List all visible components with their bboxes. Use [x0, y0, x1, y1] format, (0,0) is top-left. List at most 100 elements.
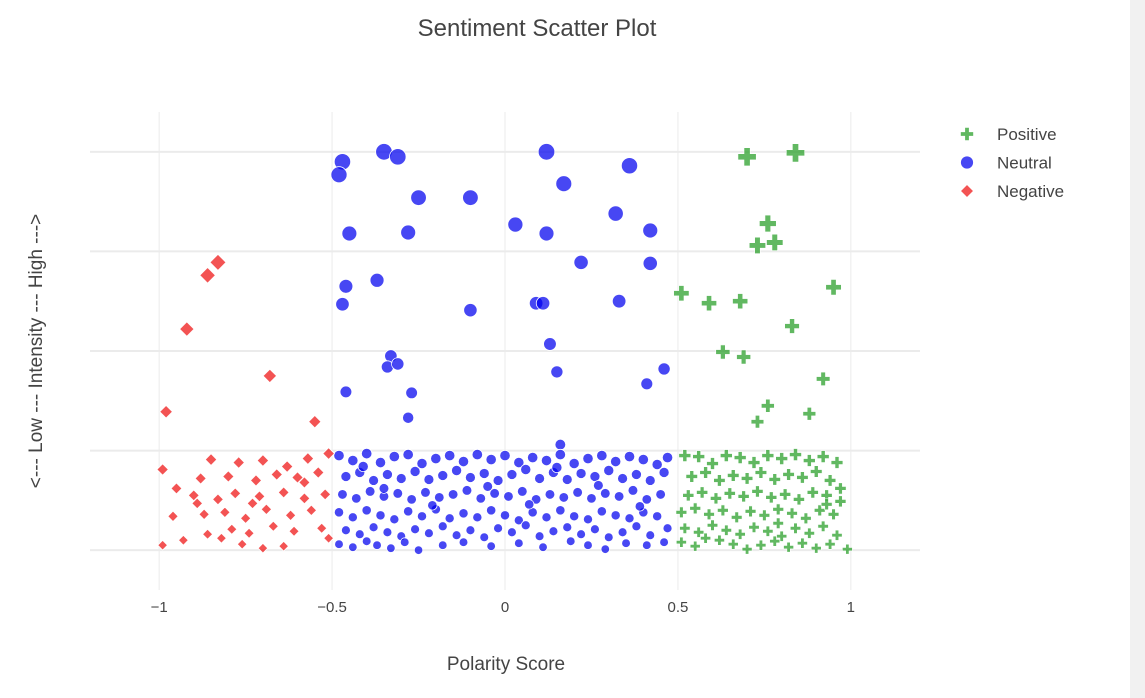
data-point-positive	[706, 519, 719, 531]
data-point-neutral	[499, 449, 511, 462]
data-point-negative	[246, 497, 259, 510]
data-point-neutral	[360, 447, 373, 460]
data-point-neutral	[627, 485, 639, 496]
data-point-neutral	[582, 514, 594, 525]
data-point-neutral	[517, 486, 528, 497]
data-point-neutral	[410, 189, 427, 206]
series-neutral	[330, 143, 674, 555]
data-point-positive	[827, 508, 840, 520]
data-point-neutral	[544, 489, 556, 500]
data-point-neutral	[479, 532, 490, 543]
data-point-negative	[170, 482, 183, 495]
data-point-positive	[786, 507, 798, 520]
legend-symbol-neutral	[960, 155, 974, 170]
data-point-negative	[316, 522, 328, 534]
data-point-neutral	[389, 514, 400, 525]
data-point-negative	[204, 453, 218, 466]
data-point-positive	[741, 472, 754, 485]
data-point-positive	[783, 541, 794, 553]
data-point-positive	[768, 473, 781, 486]
data-point-positive	[782, 468, 795, 481]
data-point-positive	[723, 487, 736, 500]
data-point-neutral	[493, 523, 504, 534]
data-point-neutral	[600, 544, 611, 554]
data-point-neutral	[573, 254, 589, 270]
data-point-neutral	[337, 489, 348, 500]
data-point-neutral	[340, 471, 352, 482]
data-point-neutral	[548, 526, 559, 537]
data-point-positive	[692, 450, 705, 463]
data-point-neutral	[651, 458, 663, 471]
data-point-negative	[257, 542, 269, 554]
data-point-neutral	[658, 467, 670, 478]
data-point-neutral	[341, 225, 358, 242]
data-point-neutral	[478, 468, 490, 479]
legend-item-positive[interactable]: Positive	[960, 125, 1057, 144]
data-point-negative	[305, 504, 318, 517]
x-tick-label: −1	[151, 599, 168, 616]
series-negative	[156, 253, 336, 554]
data-point-neutral	[527, 451, 539, 464]
data-point-positive	[717, 504, 729, 517]
data-point-positive	[714, 534, 725, 546]
data-point-neutral	[530, 494, 542, 505]
data-point-positive	[700, 532, 712, 544]
data-point-negative	[249, 474, 263, 487]
data-point-neutral	[623, 450, 636, 463]
data-point-neutral	[507, 527, 517, 538]
data-point-positive	[748, 236, 766, 254]
data-point-negative	[215, 532, 227, 544]
data-point-neutral	[451, 464, 463, 476]
data-point-negative	[219, 506, 231, 519]
data-point-positive	[755, 539, 767, 551]
data-point-positive	[779, 488, 792, 501]
data-point-neutral	[513, 515, 524, 526]
data-point-neutral	[550, 365, 564, 379]
legend-label: Neutral	[997, 154, 1052, 173]
data-point-neutral	[540, 454, 553, 467]
data-point-negative	[253, 490, 266, 503]
data-point-neutral	[489, 488, 500, 499]
data-point-neutral	[403, 506, 414, 517]
data-point-positive	[817, 520, 829, 532]
data-point-positive	[813, 504, 826, 517]
data-point-positive	[761, 398, 775, 413]
data-point-neutral	[551, 461, 563, 474]
data-point-neutral	[596, 449, 608, 462]
data-point-neutral	[603, 464, 615, 476]
scrollbar-track[interactable]	[1130, 0, 1145, 698]
legend-item-negative[interactable]: Negative	[959, 182, 1065, 201]
data-point-neutral	[388, 450, 400, 463]
data-point-positive	[810, 542, 822, 554]
data-point-neutral	[514, 538, 524, 548]
data-point-neutral	[520, 463, 532, 476]
legend-item-neutral[interactable]: Neutral	[960, 154, 1052, 173]
series-positive	[673, 143, 853, 555]
data-point-positive	[772, 503, 784, 516]
data-point-neutral	[555, 505, 566, 516]
data-point-neutral	[607, 205, 624, 222]
data-point-neutral	[437, 470, 449, 481]
data-point-neutral	[520, 520, 531, 531]
data-point-positive	[806, 486, 819, 499]
data-point-neutral	[347, 512, 358, 523]
data-point-neutral	[613, 491, 625, 502]
data-point-neutral	[640, 377, 654, 391]
data-point-negative	[270, 468, 283, 481]
data-point-neutral	[657, 362, 671, 376]
data-point-neutral	[652, 511, 663, 522]
data-point-neutral	[534, 473, 546, 484]
data-point-neutral	[347, 454, 359, 467]
data-point-negative	[319, 488, 332, 501]
data-point-neutral	[503, 491, 514, 502]
legend[interactable]: Positive Neutral Negative	[959, 125, 1065, 201]
data-point-negative	[229, 487, 242, 500]
data-point-negative	[226, 523, 238, 535]
data-point-positive	[675, 506, 688, 519]
x-tick-labels: −1 −0.5 0 0.5 1	[151, 599, 855, 616]
data-point-neutral	[645, 530, 656, 541]
data-point-neutral	[395, 473, 407, 484]
data-point-negative	[191, 497, 204, 510]
data-point-positive	[810, 465, 823, 478]
data-point-negative	[277, 486, 290, 499]
